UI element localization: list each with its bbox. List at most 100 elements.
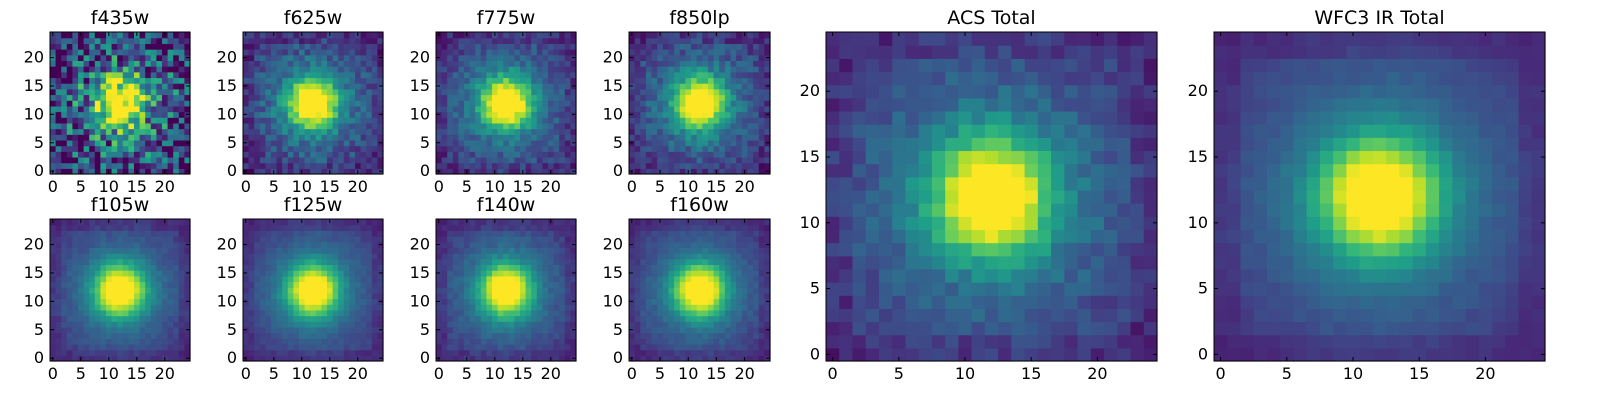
pixel [702, 83, 709, 90]
pixel [332, 71, 339, 79]
pixel [741, 49, 749, 56]
pixel [464, 315, 471, 322]
pixel [94, 54, 101, 61]
pixel [634, 349, 641, 356]
pixel [94, 343, 101, 351]
pixel [173, 253, 180, 260]
pixel [629, 315, 636, 322]
pixel [525, 37, 532, 44]
pixel [662, 332, 670, 339]
pixel [349, 134, 356, 141]
pixel [753, 355, 760, 362]
pixel [173, 151, 180, 158]
pixel [548, 43, 555, 50]
pixel [100, 304, 107, 311]
pixel [321, 94, 328, 101]
pixel [178, 236, 185, 243]
pixel [741, 60, 749, 67]
pixel [548, 326, 555, 334]
pixel [464, 258, 471, 266]
pixel [508, 111, 515, 118]
pixel [366, 219, 373, 226]
pixel [480, 241, 487, 248]
pixel [355, 156, 362, 164]
pixel [497, 326, 504, 334]
pixel [315, 224, 322, 231]
pixel [536, 32, 543, 39]
pixel [293, 270, 300, 277]
y-tick-label: 15 [24, 76, 44, 95]
pixel [94, 122, 101, 130]
pixel [371, 321, 378, 328]
pixel [371, 88, 378, 96]
pixel [531, 66, 538, 73]
pixel [78, 117, 85, 124]
pixel [61, 264, 68, 271]
pixel [156, 71, 163, 79]
pixel [310, 349, 317, 356]
pixel [128, 230, 135, 237]
pixel [730, 145, 737, 152]
pixel [447, 128, 454, 135]
pixel [78, 105, 85, 113]
pixel [531, 287, 538, 294]
pixel [634, 343, 641, 351]
x-tick-label: 15 [513, 177, 533, 196]
pixel [338, 219, 345, 226]
pixel [276, 128, 283, 135]
pixel [128, 60, 135, 67]
pixel [332, 77, 339, 84]
pixel [106, 134, 113, 141]
pixel [156, 292, 163, 300]
pixel [559, 156, 566, 164]
pixel [758, 100, 765, 107]
pixel [243, 71, 250, 79]
pixel [719, 355, 726, 362]
pixel [61, 275, 68, 283]
pixel [332, 349, 339, 356]
pixel [441, 77, 448, 84]
pixel [55, 321, 62, 328]
pixel [464, 292, 471, 300]
pixel [696, 117, 703, 124]
pixel [634, 168, 641, 175]
pixel [276, 321, 283, 328]
pixel [377, 230, 384, 237]
pixel [349, 145, 356, 152]
pixel [111, 111, 118, 118]
pixel [469, 343, 476, 351]
pixel [265, 343, 272, 351]
pixel [662, 162, 670, 169]
pixel [486, 94, 493, 101]
pixel [145, 236, 152, 243]
pixel [514, 343, 521, 351]
pixel [559, 139, 566, 147]
pixel [707, 156, 715, 164]
pixel [167, 54, 174, 61]
pixel [469, 168, 476, 175]
pixel [702, 105, 709, 113]
pixel [139, 139, 146, 147]
pixel [475, 77, 482, 84]
pixel [679, 145, 686, 152]
pixel [559, 168, 566, 175]
pixel [139, 219, 146, 226]
pixel [685, 139, 692, 147]
pixel [122, 355, 129, 362]
pixel [486, 168, 493, 175]
pixel [640, 139, 647, 147]
pixel [50, 275, 57, 283]
pixel [310, 54, 317, 61]
pixel [72, 139, 79, 147]
pixel [355, 77, 362, 84]
pixel [66, 151, 73, 158]
pixel [315, 168, 322, 175]
pixel [299, 122, 306, 130]
pixel [525, 258, 532, 266]
pixel [156, 128, 163, 135]
pixel [94, 49, 101, 56]
pixel [321, 326, 328, 334]
pixel [570, 224, 577, 231]
pixel [753, 151, 760, 158]
pixel [492, 43, 499, 50]
